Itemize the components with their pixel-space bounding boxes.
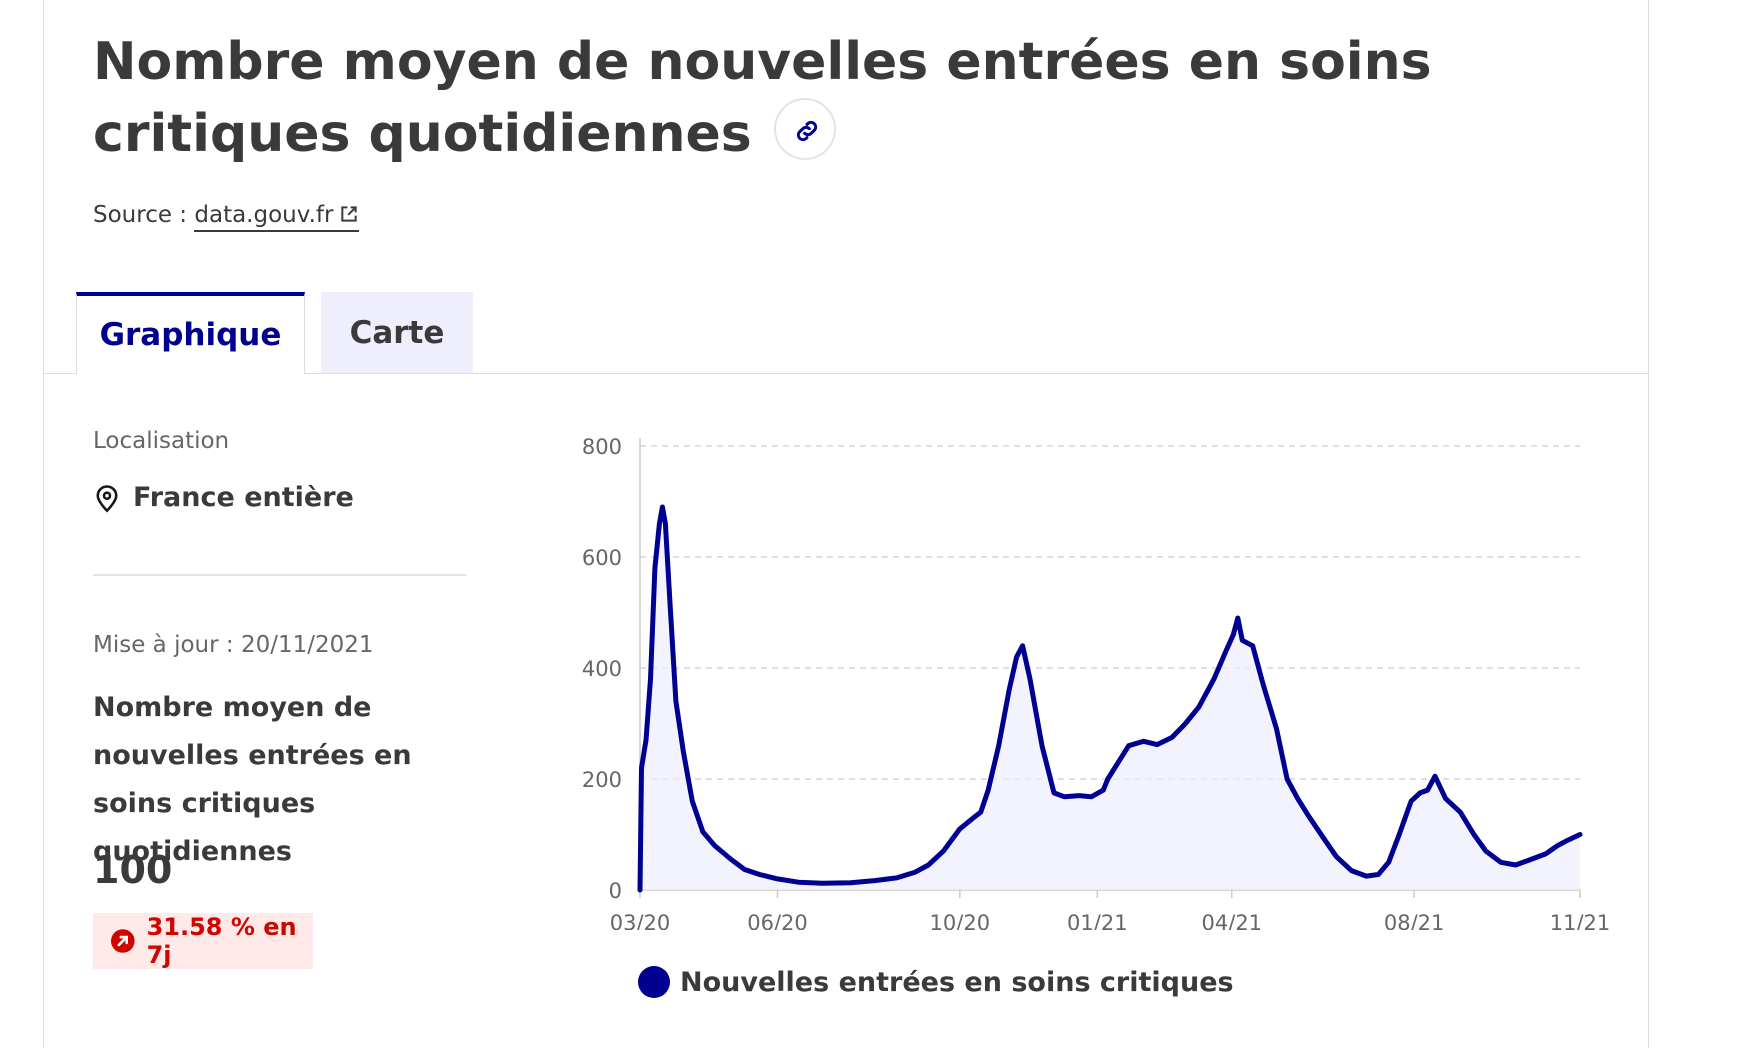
location-label: Localisation: [93, 428, 230, 454]
y-tick-label: 200: [582, 768, 622, 792]
x-tick-label: 04/21: [1202, 911, 1263, 930]
map-pin-icon: [96, 484, 118, 512]
copy-link-button[interactable]: [773, 98, 836, 160]
metric-name: Nombre moyen de nouvelles entrées en soi…: [93, 692, 412, 867]
chart-legend: Nouvelles entrées en soins critiques: [638, 966, 1234, 998]
link-icon: [796, 120, 817, 142]
y-tick-label: 600: [582, 546, 622, 570]
series-area: [640, 507, 1580, 890]
series-line: [637, 504, 1583, 893]
tab-divider: [43, 373, 1649, 374]
trend-badge: 31.58 % en 7j: [93, 913, 313, 969]
external-link-icon: [341, 206, 358, 222]
update-date: Mise à jour : 20/11/2021: [93, 632, 374, 658]
source-link[interactable]: data.gouv.fr: [194, 202, 360, 232]
legend-swatch: [638, 966, 670, 998]
x-tick-label: 03/20: [610, 911, 671, 930]
tab-carte[interactable]: Carte: [321, 292, 473, 374]
location-value: France entière: [93, 482, 354, 513]
source-prefix: Source :: [93, 202, 188, 228]
y-tick-label: 400: [582, 657, 622, 681]
location-text: France entière: [133, 482, 354, 513]
x-tick-label: 11/21: [1550, 911, 1611, 930]
tab-graphique[interactable]: Graphique: [76, 292, 305, 374]
metric-value: 100: [93, 848, 173, 892]
page-title: Nombre moyen de nouvelles entrées en soi…: [93, 32, 1432, 164]
y-tick-label: 0: [609, 879, 622, 903]
x-tick-label: 08/21: [1384, 911, 1445, 930]
trend-text: 31.58 % en 7j: [146, 913, 297, 969]
trend-up-icon: [111, 929, 135, 953]
legend-label: Nouvelles entrées en soins critiques: [680, 966, 1234, 998]
source-line: Source : data.gouv.fr: [93, 202, 360, 232]
x-tick-label: 06/20: [747, 911, 808, 930]
x-tick-label: 10/20: [930, 911, 991, 930]
x-tick-label: 01/21: [1067, 911, 1128, 930]
line-chart: 0 200 400 600 800 03/20 06/20 10/20 01/21 04/21 08…: [582, 435, 1611, 930]
y-tick-label: 800: [582, 435, 622, 459]
sidebar-divider: [93, 574, 466, 576]
card-frame: [43, 0, 1649, 1048]
